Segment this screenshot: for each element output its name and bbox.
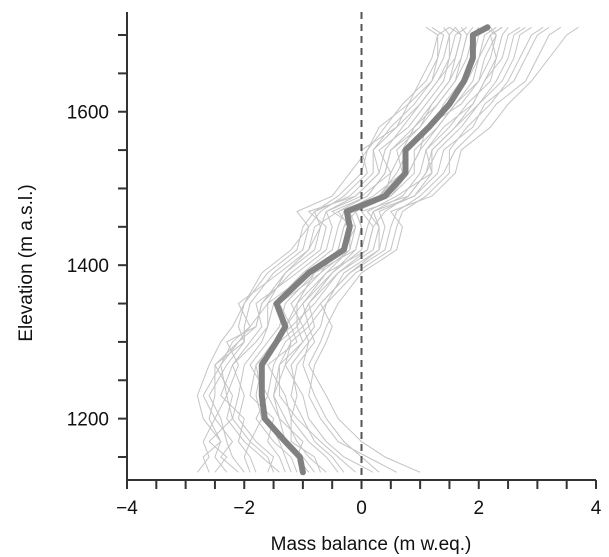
- x-axis-tick-labels: −4 −2 0 2 4: [116, 498, 602, 519]
- individual-profile-line: [308, 26, 579, 473]
- individual-profile-line: [249, 26, 468, 473]
- mean-profile-line: [258, 24, 491, 476]
- y-tick-label: 1400: [67, 256, 109, 277]
- x-tick-label: −4: [116, 498, 138, 519]
- x-axis-title: Mass balance (m w.eq.): [271, 534, 472, 555]
- individual-profile-line: [202, 26, 439, 473]
- individual-profile-line: [308, 26, 562, 473]
- y-axis-title: Elevation (m a.s.l.): [16, 184, 37, 341]
- individual-profile-lines: [196, 26, 579, 473]
- y-tick-label: 1600: [67, 103, 109, 124]
- individual-profile-line: [284, 26, 532, 473]
- axes: −4 −2 0 2 4 1200 1400 1600: [67, 12, 602, 519]
- y-axis-ticks: [118, 34, 127, 458]
- individual-profile-line: [302, 26, 544, 473]
- y-tick-label: 1200: [67, 410, 109, 431]
- individual-profile-line: [220, 26, 468, 473]
- x-tick-label: −2: [233, 498, 255, 519]
- x-tick-label: 0: [356, 498, 367, 519]
- individual-profile-line: [208, 26, 450, 473]
- individual-profile-line: [208, 26, 462, 473]
- individual-profile-line: [273, 26, 497, 473]
- x-axis-ticks: [126, 480, 597, 489]
- individual-profile-line: [197, 26, 450, 473]
- x-tick-label: 2: [473, 498, 484, 519]
- individual-profile-line: [231, 26, 474, 473]
- individual-profile-line: [214, 26, 456, 473]
- x-tick-label: 4: [591, 498, 602, 519]
- y-axis-tick-labels: 1200 1400 1600: [67, 103, 109, 431]
- individual-profile-line: [290, 26, 550, 473]
- individual-profile-line: [278, 26, 526, 473]
- individual-profile-line: [290, 26, 503, 473]
